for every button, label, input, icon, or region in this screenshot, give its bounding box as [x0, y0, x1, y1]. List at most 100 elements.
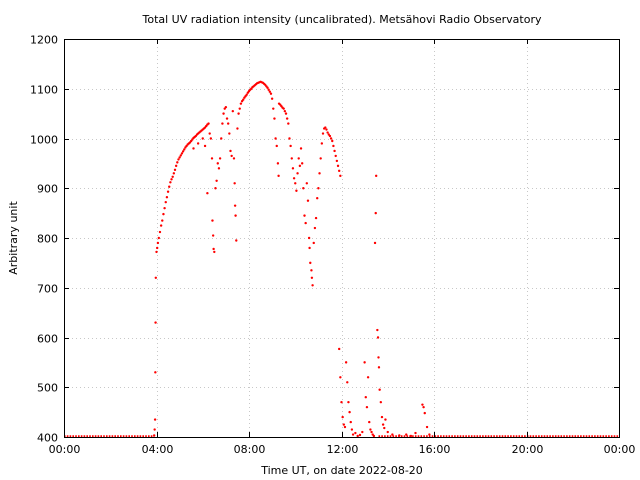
- data-point: [381, 423, 385, 426]
- data-point: [354, 431, 357, 435]
- data-point: [211, 219, 214, 222]
- data-point: [310, 276, 314, 279]
- data-point: [234, 214, 237, 217]
- data-point: [326, 131, 329, 134]
- data-point: [336, 164, 340, 168]
- y-tick-label: 1100: [30, 84, 58, 97]
- data-point: [311, 284, 314, 287]
- data-point: [288, 137, 291, 140]
- data-point: [347, 400, 350, 404]
- y-tick-label: 900: [37, 183, 58, 196]
- data-point: [208, 132, 211, 135]
- data-point: [213, 250, 216, 254]
- data-point: [374, 174, 378, 178]
- data-point: [292, 177, 296, 180]
- data-point: [343, 425, 347, 429]
- data-point: [380, 415, 384, 419]
- data-point: [414, 431, 417, 435]
- data-point: [176, 161, 179, 164]
- data-point: [212, 247, 215, 251]
- data-point: [273, 117, 276, 120]
- data-point: [270, 97, 274, 100]
- data-point: [161, 219, 164, 222]
- data-point: [290, 157, 293, 160]
- data-point: [374, 211, 377, 215]
- data-point: [229, 149, 232, 153]
- data-point: [313, 226, 317, 230]
- data-point: [226, 122, 230, 125]
- data-point: [348, 410, 351, 414]
- data-point: [157, 236, 161, 240]
- data-point: [339, 376, 342, 379]
- data-point: [302, 187, 305, 190]
- data-point: [269, 92, 273, 95]
- data-point: [153, 428, 156, 431]
- data-point: [277, 174, 280, 178]
- y-axis: 400 500 600 700 800 900 1000 1100 1200: [30, 34, 619, 445]
- data-point: [267, 88, 270, 91]
- data-point: [172, 172, 176, 175]
- data-point: [351, 433, 355, 436]
- data-point: [165, 196, 169, 199]
- data-point: [154, 371, 157, 374]
- data-point: [203, 144, 207, 148]
- data-point: [171, 175, 174, 179]
- data-point: [304, 221, 307, 225]
- data-point: [222, 112, 225, 115]
- data-point: [206, 192, 209, 195]
- data-point: [210, 157, 214, 160]
- data-point: [334, 154, 337, 158]
- data-point: [378, 388, 381, 391]
- data-point: [335, 159, 339, 163]
- y-tick-label: 600: [37, 333, 58, 346]
- data-point: [242, 98, 245, 101]
- data-point: [341, 415, 344, 419]
- data-point: [170, 178, 173, 181]
- data-point: [342, 423, 346, 426]
- data-point: [155, 246, 159, 250]
- data-point: [201, 137, 204, 140]
- data-point: [346, 381, 349, 384]
- data-point: [276, 162, 280, 165]
- x-tick-label: 00:00: [49, 443, 81, 456]
- data-point: [196, 142, 200, 145]
- data-point: [239, 102, 243, 105]
- data-point: [217, 167, 221, 170]
- grid-lines: [64, 39, 619, 437]
- data-point: [421, 403, 424, 406]
- y-tick-label: 1200: [30, 34, 58, 47]
- data-point: [166, 190, 170, 193]
- x-axis: 00:00 04:00 08:00 12:00 16:00 20:00 00:00: [49, 39, 635, 456]
- data-point: [238, 107, 241, 110]
- data-point: [287, 122, 290, 125]
- data-point: [211, 234, 215, 237]
- data-point: [296, 172, 299, 175]
- data-point: [370, 430, 373, 434]
- data-point: [154, 321, 157, 324]
- data-point: [324, 126, 327, 129]
- data-point: [158, 230, 162, 234]
- data-point: [369, 428, 372, 431]
- chart-title: Total UV radiation intensity (uncalibrat…: [142, 13, 542, 26]
- data-point: [339, 174, 342, 178]
- data-point: [183, 148, 186, 151]
- data-point: [232, 157, 236, 160]
- data-point: [365, 405, 369, 409]
- data-point: [384, 418, 387, 421]
- data-point: [316, 197, 319, 200]
- data-point: [372, 434, 376, 438]
- data-point: [364, 396, 367, 399]
- data-point: [332, 144, 335, 148]
- data-point: [310, 269, 313, 272]
- data-point: [207, 122, 210, 125]
- data-point: [379, 400, 383, 404]
- data-point: [391, 433, 394, 436]
- data-point: [221, 122, 224, 125]
- data-point: [153, 418, 157, 421]
- x-axis-title: Time UT, on date 2022-08-20: [260, 464, 423, 477]
- data-point: [209, 137, 213, 140]
- data-point: [299, 147, 303, 150]
- data-point: [319, 157, 322, 160]
- x-tick-label: 16:00: [419, 443, 451, 456]
